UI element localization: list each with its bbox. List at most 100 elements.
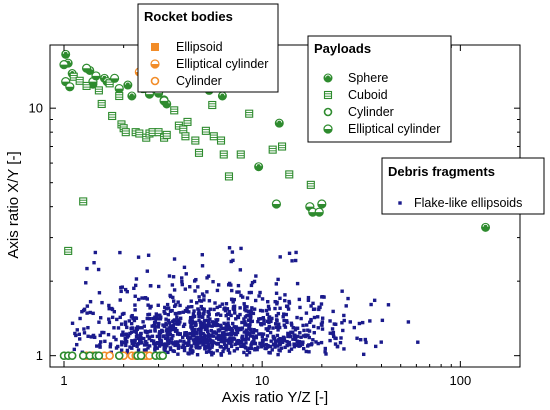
- debris-point: [88, 310, 92, 315]
- debris-point: [150, 334, 155, 338]
- debris-point: [237, 326, 242, 331]
- debris-point: [275, 339, 280, 343]
- debris-point: [230, 288, 234, 293]
- debris-point: [200, 339, 204, 343]
- data-point: [159, 96, 169, 106]
- debris-point: [234, 317, 238, 321]
- debris-point: [123, 322, 128, 327]
- data-point: [79, 197, 88, 206]
- debris-point: [136, 255, 141, 259]
- debris-point: [212, 341, 216, 345]
- debris-point: [92, 261, 96, 265]
- debris-point: [143, 296, 147, 300]
- debris-point: [114, 346, 119, 350]
- legend-rocket-bodies: Rocket bodies Ellipsoid Elliptical cylin…: [137, 3, 279, 93]
- debris-point: [261, 332, 266, 336]
- debris-point: [128, 345, 132, 349]
- debris-point: [312, 315, 317, 320]
- legend-label-rb-elliptical-cylinder: Elliptical cylinder: [176, 57, 268, 71]
- data-point: [481, 222, 491, 232]
- debris-point: [216, 334, 220, 338]
- debris-point: [218, 304, 222, 308]
- debris-point: [231, 336, 236, 340]
- debris-point: [195, 353, 200, 357]
- debris-point: [249, 290, 253, 295]
- debris-point: [201, 312, 205, 316]
- debris-point: [125, 289, 129, 294]
- data-point: [268, 145, 277, 154]
- debris-point: [246, 337, 251, 341]
- debris-point: [203, 319, 207, 323]
- legend-marker: [323, 107, 333, 117]
- debris-point: [107, 317, 111, 321]
- debris-point: [342, 313, 346, 318]
- debris-point: [180, 282, 184, 287]
- debris-point: [227, 312, 232, 316]
- debris-point: [238, 268, 243, 272]
- debris-point: [274, 318, 279, 322]
- debris-point: [291, 330, 295, 334]
- debris-point: [240, 336, 244, 340]
- debris-point: [120, 312, 125, 316]
- debris-point: [187, 339, 191, 343]
- debris-point: [198, 331, 203, 335]
- debris-point: [198, 341, 202, 345]
- debris-point: [302, 328, 306, 333]
- debris-point: [207, 312, 211, 317]
- debris-point: [205, 276, 209, 280]
- debris-point: [266, 304, 271, 309]
- debris-point: [255, 347, 259, 352]
- debris-point: [224, 313, 228, 318]
- debris-point: [209, 350, 213, 355]
- debris-point: [236, 314, 240, 319]
- data-point: [81, 63, 92, 73]
- debris-point: [133, 303, 137, 307]
- debris-point: [133, 308, 137, 312]
- debris-point: [328, 319, 332, 323]
- debris-point: [320, 327, 325, 331]
- debris-point: [82, 331, 87, 335]
- data-point: [208, 100, 217, 110]
- debris-point: [154, 317, 159, 321]
- debris-point: [240, 295, 245, 299]
- debris-point: [261, 343, 266, 347]
- debris-point: [265, 345, 270, 349]
- debris-point: [196, 335, 200, 340]
- debris-point: [173, 343, 177, 348]
- debris-point: [198, 337, 202, 342]
- debris-point: [176, 340, 180, 344]
- debris-point: [146, 303, 150, 307]
- debris-point: [152, 321, 157, 325]
- debris-point: [249, 346, 254, 351]
- debris-point: [324, 352, 328, 356]
- debris-point: [359, 338, 363, 342]
- debris-point: [268, 330, 273, 335]
- debris-point: [157, 321, 161, 326]
- debris-point: [220, 302, 225, 306]
- debris-point: [278, 296, 282, 300]
- debris-point: [317, 307, 321, 312]
- debris-point: [149, 304, 153, 309]
- debris-point: [273, 345, 277, 349]
- debris-point: [148, 316, 152, 321]
- debris-point: [98, 316, 103, 320]
- debris-point: [252, 279, 257, 284]
- debris-point: [249, 319, 253, 324]
- debris-point: [226, 332, 230, 336]
- debris-point: [219, 353, 224, 357]
- debris-point: [140, 341, 144, 345]
- debris-point: [231, 321, 235, 326]
- debris-point: [197, 318, 201, 323]
- debris-point: [129, 321, 134, 326]
- data-point: [306, 180, 315, 189]
- debris-point: [244, 322, 248, 327]
- debris-point: [162, 324, 167, 329]
- debris-point: [262, 318, 266, 323]
- debris-point: [266, 300, 270, 304]
- debris-point: [164, 307, 169, 311]
- debris-point: [256, 345, 260, 349]
- debris-point: [379, 340, 383, 344]
- debris-point: [308, 320, 312, 325]
- debris-point: [271, 326, 275, 330]
- debris-point: [140, 326, 144, 330]
